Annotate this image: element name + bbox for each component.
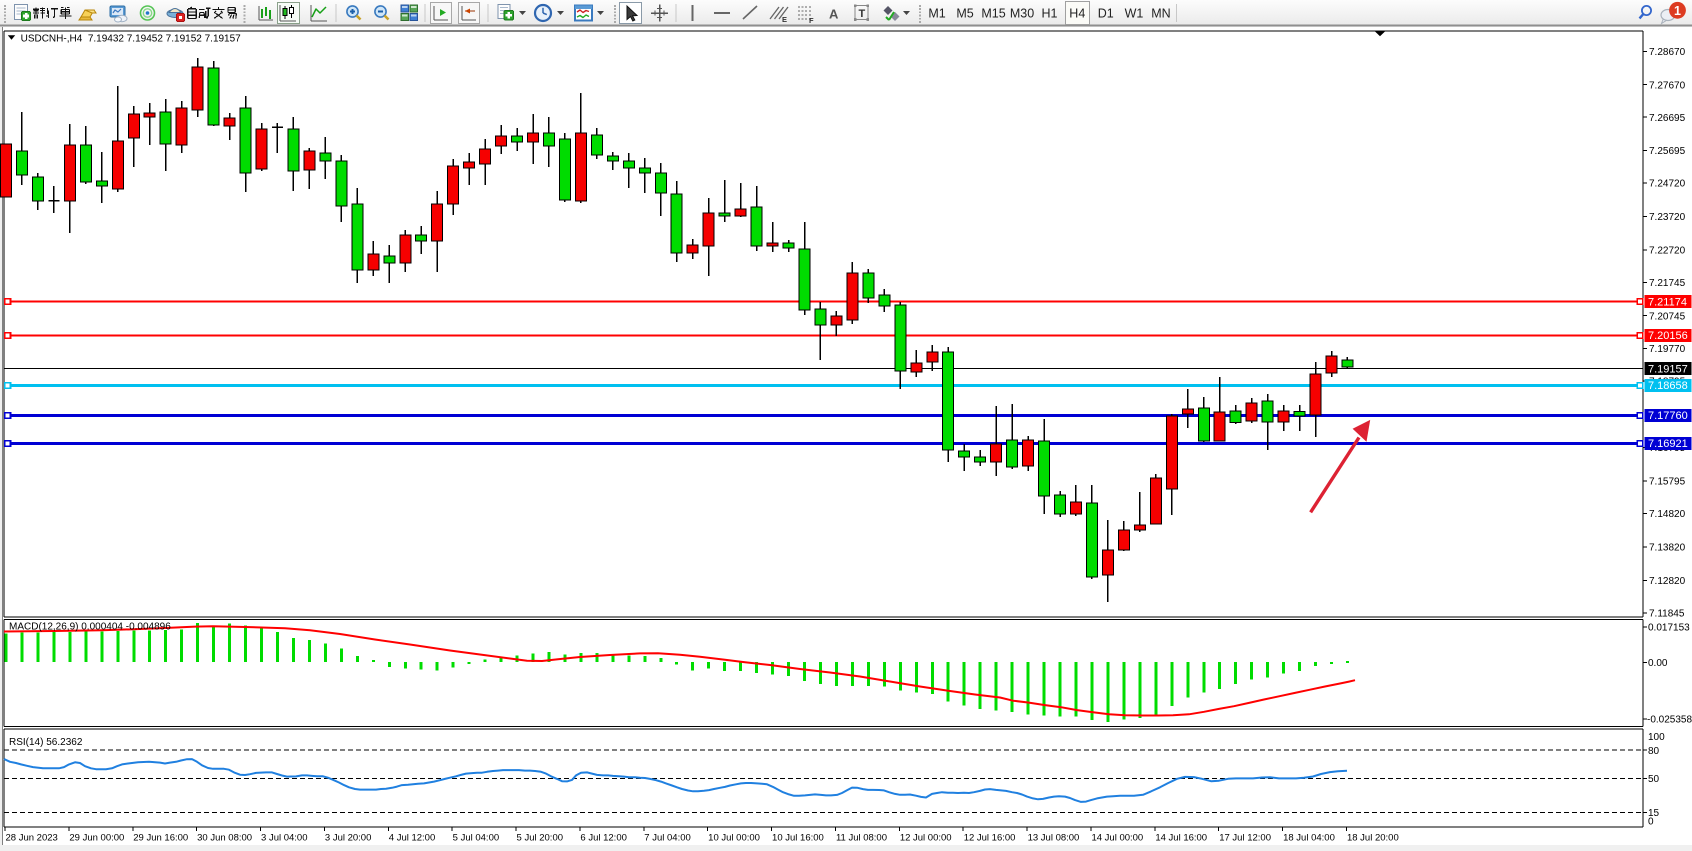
svg-text:D1: D1	[1098, 7, 1114, 21]
svg-text:-0.025358: -0.025358	[1647, 715, 1692, 726]
svg-text:0: 0	[1648, 816, 1654, 827]
svg-text:T: T	[859, 8, 866, 20]
svg-text:30 Jun 08:00: 30 Jun 08:00	[197, 833, 252, 844]
svg-text:M1: M1	[928, 7, 945, 21]
svg-text:7.19157: 7.19157	[1648, 364, 1688, 376]
svg-text:M15: M15	[981, 7, 1005, 21]
svg-text:13 Jul 08:00: 13 Jul 08:00	[1028, 833, 1080, 844]
svg-text:14 Jul 16:00: 14 Jul 16:00	[1155, 833, 1207, 844]
svg-text:H1: H1	[1042, 7, 1058, 21]
svg-text:10 Jul 16:00: 10 Jul 16:00	[772, 833, 824, 844]
svg-text:MN: MN	[1151, 7, 1170, 21]
svg-text:12 Jul 00:00: 12 Jul 00:00	[900, 833, 952, 844]
svg-text:5 Jul 20:00: 5 Jul 20:00	[517, 833, 563, 844]
svg-text:80: 80	[1648, 746, 1660, 757]
svg-text:7.26695: 7.26695	[1649, 113, 1686, 124]
svg-text:11 Jul 08:00: 11 Jul 08:00	[836, 833, 887, 844]
svg-text:A: A	[829, 7, 839, 22]
svg-text:28 Jun 2023: 28 Jun 2023	[6, 833, 58, 844]
svg-text:7.15795: 7.15795	[1649, 477, 1686, 488]
svg-text:7.27670: 7.27670	[1649, 80, 1686, 91]
svg-text:RSI(14) 56.2362: RSI(14) 56.2362	[9, 737, 83, 748]
svg-text:7.12820: 7.12820	[1649, 576, 1686, 587]
svg-text:29 Jun 16:00: 29 Jun 16:00	[133, 833, 188, 844]
svg-text:7 Jul 04:00: 7 Jul 04:00	[644, 833, 690, 844]
svg-text:M5: M5	[956, 7, 973, 21]
svg-text:USDCNH-,H4 7.19432 7.19452 7.: USDCNH-,H4 7.19432 7.19452 7.19152 7.191…	[21, 34, 242, 45]
svg-text:7.14820: 7.14820	[1649, 509, 1686, 520]
svg-text:1: 1	[1674, 4, 1681, 18]
svg-text:50: 50	[1648, 774, 1660, 785]
svg-text:15: 15	[1648, 808, 1660, 819]
svg-text:18 Jul 20:00: 18 Jul 20:00	[1347, 833, 1399, 844]
svg-text:0.00: 0.00	[1648, 658, 1668, 669]
svg-text:7.21745: 7.21745	[1649, 278, 1686, 289]
svg-text:12 Jul 16:00: 12 Jul 16:00	[964, 833, 1016, 844]
svg-text:100: 100	[1648, 732, 1665, 743]
svg-text:7.20156: 7.20156	[1648, 330, 1688, 342]
svg-text:3 Jul 04:00: 3 Jul 04:00	[261, 833, 307, 844]
svg-text:7.16921: 7.16921	[1648, 438, 1688, 450]
svg-text:7.25695: 7.25695	[1649, 146, 1686, 157]
svg-text:7.23720: 7.23720	[1649, 212, 1686, 223]
svg-text:7.18658: 7.18658	[1648, 380, 1688, 392]
svg-text:7.19770: 7.19770	[1649, 344, 1686, 355]
svg-text:W1: W1	[1125, 7, 1144, 21]
svg-text:7.13820: 7.13820	[1649, 543, 1686, 554]
svg-text:7.20745: 7.20745	[1649, 311, 1686, 322]
svg-text:10 Jul 00:00: 10 Jul 00:00	[708, 833, 760, 844]
svg-text:H4: H4	[1069, 7, 1085, 21]
svg-text:F: F	[809, 16, 814, 25]
svg-text:MACD(12,26,9) 0.000404 -0.0048: MACD(12,26,9) 0.000404 -0.004896	[9, 622, 171, 633]
svg-text:17 Jul 12:00: 17 Jul 12:00	[1219, 833, 1271, 844]
svg-text:7.28670: 7.28670	[1649, 47, 1686, 58]
svg-text:4 Jul 12:00: 4 Jul 12:00	[389, 833, 435, 844]
svg-text:7.22720: 7.22720	[1649, 245, 1686, 256]
svg-text:7.17760: 7.17760	[1648, 410, 1688, 422]
svg-text:14 Jul 00:00: 14 Jul 00:00	[1091, 833, 1143, 844]
svg-text:18 Jul 04:00: 18 Jul 04:00	[1283, 833, 1335, 844]
svg-text:3 Jul 20:00: 3 Jul 20:00	[325, 833, 371, 844]
svg-text:7.24720: 7.24720	[1649, 179, 1686, 190]
svg-text:7.11845: 7.11845	[1649, 608, 1685, 619]
svg-text:6 Jul 12:00: 6 Jul 12:00	[580, 833, 626, 844]
svg-text:7.21174: 7.21174	[1648, 296, 1687, 308]
svg-text:29 Jun 00:00: 29 Jun 00:00	[69, 833, 124, 844]
svg-text:M30: M30	[1010, 7, 1034, 21]
svg-text:0.017153: 0.017153	[1648, 623, 1690, 634]
svg-text:E: E	[782, 15, 787, 24]
svg-text:5 Jul 04:00: 5 Jul 04:00	[453, 833, 499, 844]
